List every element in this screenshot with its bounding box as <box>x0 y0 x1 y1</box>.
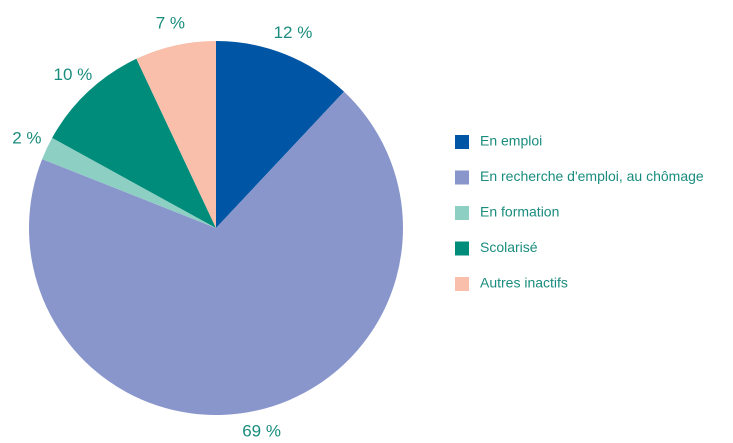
pie-slice <box>28 91 403 416</box>
pie-slice <box>136 41 216 228</box>
legend-swatch <box>455 277 469 291</box>
pie-slice <box>216 41 345 228</box>
slice-label: 10 % <box>54 65 93 84</box>
legend-label: Scolarisé <box>480 239 538 255</box>
slice-label: 7 % <box>156 14 185 33</box>
slice-label: 69 % <box>242 421 281 440</box>
legend-swatch <box>455 241 469 256</box>
legend-label: En formation <box>480 204 559 220</box>
slice-label: 2 % <box>12 128 41 147</box>
legend-label: En emploi <box>480 133 542 149</box>
pie-slice <box>42 137 216 228</box>
slice-label: 12 % <box>274 23 313 42</box>
legend-swatch <box>455 170 469 185</box>
legend-label: Autres inactifs <box>480 275 568 291</box>
legend-swatch <box>455 135 469 149</box>
legend-label: En recherche d'emploi, au chômage <box>480 168 704 184</box>
legend-swatch <box>455 206 469 220</box>
pie-slice <box>52 58 217 229</box>
